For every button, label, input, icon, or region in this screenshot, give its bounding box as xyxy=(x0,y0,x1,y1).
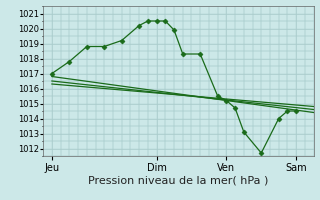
X-axis label: Pression niveau de la mer( hPa ): Pression niveau de la mer( hPa ) xyxy=(88,176,268,186)
